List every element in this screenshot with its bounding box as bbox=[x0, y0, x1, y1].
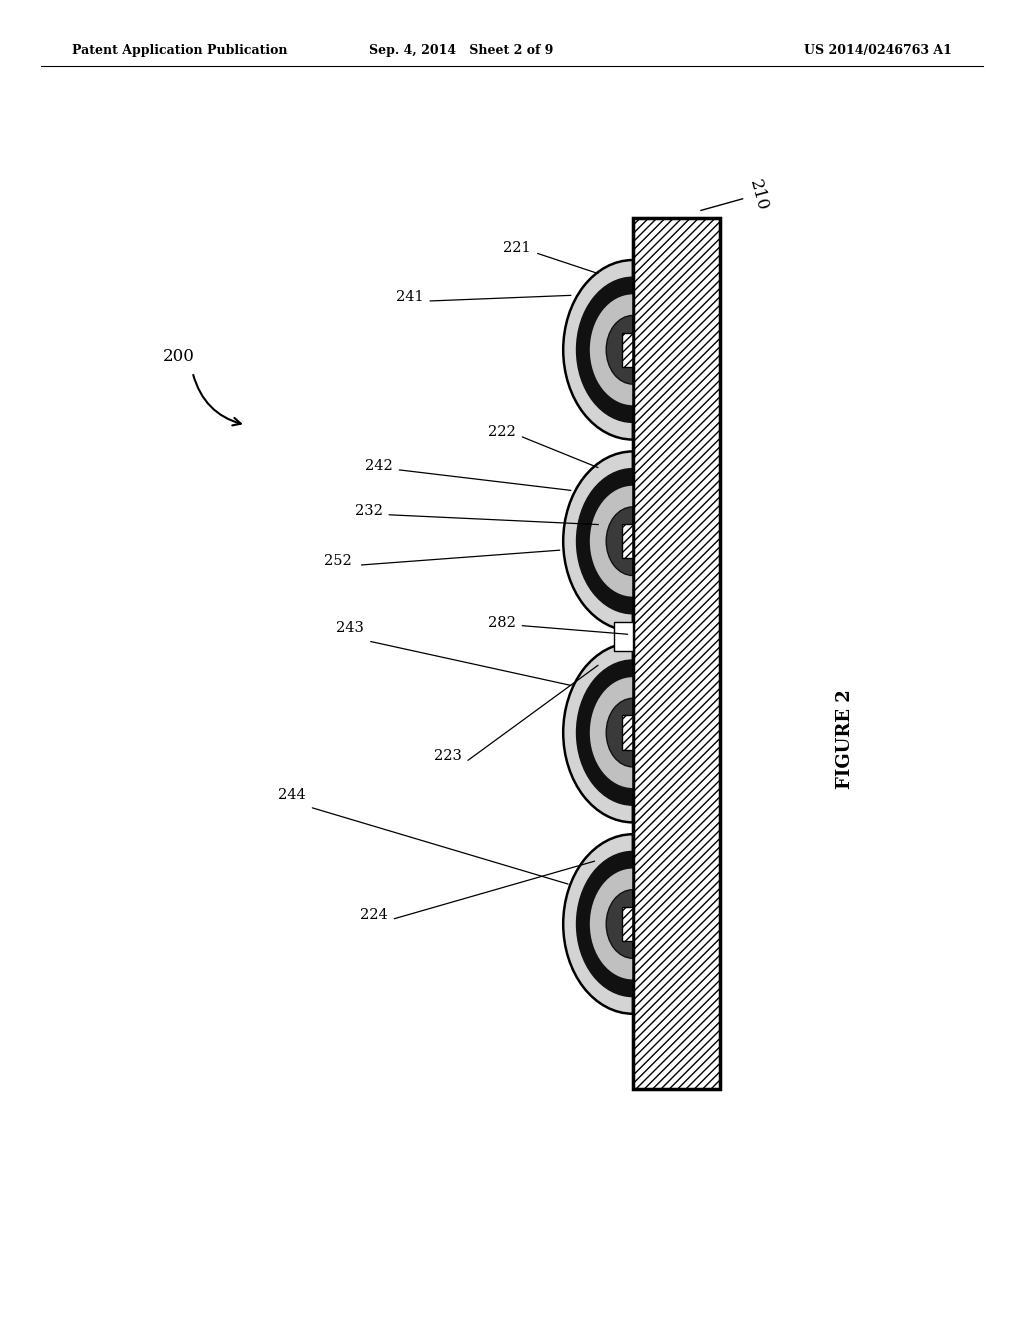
Bar bbox=[633, 218, 720, 1089]
Text: US 2014/0246763 A1: US 2014/0246763 A1 bbox=[805, 44, 952, 57]
Wedge shape bbox=[590, 486, 633, 597]
Wedge shape bbox=[590, 294, 633, 405]
Text: 282: 282 bbox=[487, 616, 516, 630]
Wedge shape bbox=[577, 469, 633, 614]
Text: 221: 221 bbox=[504, 242, 530, 255]
Wedge shape bbox=[590, 869, 633, 979]
Bar bbox=[614, 623, 633, 652]
Text: 222: 222 bbox=[487, 425, 516, 438]
Bar bbox=[622, 333, 633, 367]
Wedge shape bbox=[606, 315, 633, 384]
Wedge shape bbox=[563, 451, 633, 631]
Text: 241: 241 bbox=[396, 290, 423, 304]
Text: 242: 242 bbox=[365, 459, 393, 473]
Wedge shape bbox=[577, 660, 633, 805]
Wedge shape bbox=[590, 677, 633, 788]
Wedge shape bbox=[563, 643, 633, 822]
Wedge shape bbox=[606, 507, 633, 576]
Text: Sep. 4, 2014   Sheet 2 of 9: Sep. 4, 2014 Sheet 2 of 9 bbox=[369, 44, 553, 57]
Wedge shape bbox=[577, 277, 633, 422]
Bar bbox=[622, 524, 633, 558]
Text: Patent Application Publication: Patent Application Publication bbox=[72, 44, 287, 57]
Text: 252: 252 bbox=[324, 554, 352, 568]
Wedge shape bbox=[606, 698, 633, 767]
Wedge shape bbox=[577, 851, 633, 997]
Text: 243: 243 bbox=[336, 622, 365, 635]
Text: 232: 232 bbox=[354, 504, 383, 517]
Wedge shape bbox=[606, 890, 633, 958]
Text: FIGURE 2: FIGURE 2 bbox=[836, 689, 854, 789]
Wedge shape bbox=[563, 834, 633, 1014]
Text: 200: 200 bbox=[163, 348, 196, 364]
Text: 224: 224 bbox=[359, 908, 388, 921]
Text: 210: 210 bbox=[745, 178, 770, 213]
Wedge shape bbox=[563, 260, 633, 440]
Bar bbox=[622, 715, 633, 750]
Text: 244: 244 bbox=[278, 788, 306, 801]
Bar bbox=[633, 218, 720, 1089]
Text: 223: 223 bbox=[433, 750, 462, 763]
Bar bbox=[622, 907, 633, 941]
